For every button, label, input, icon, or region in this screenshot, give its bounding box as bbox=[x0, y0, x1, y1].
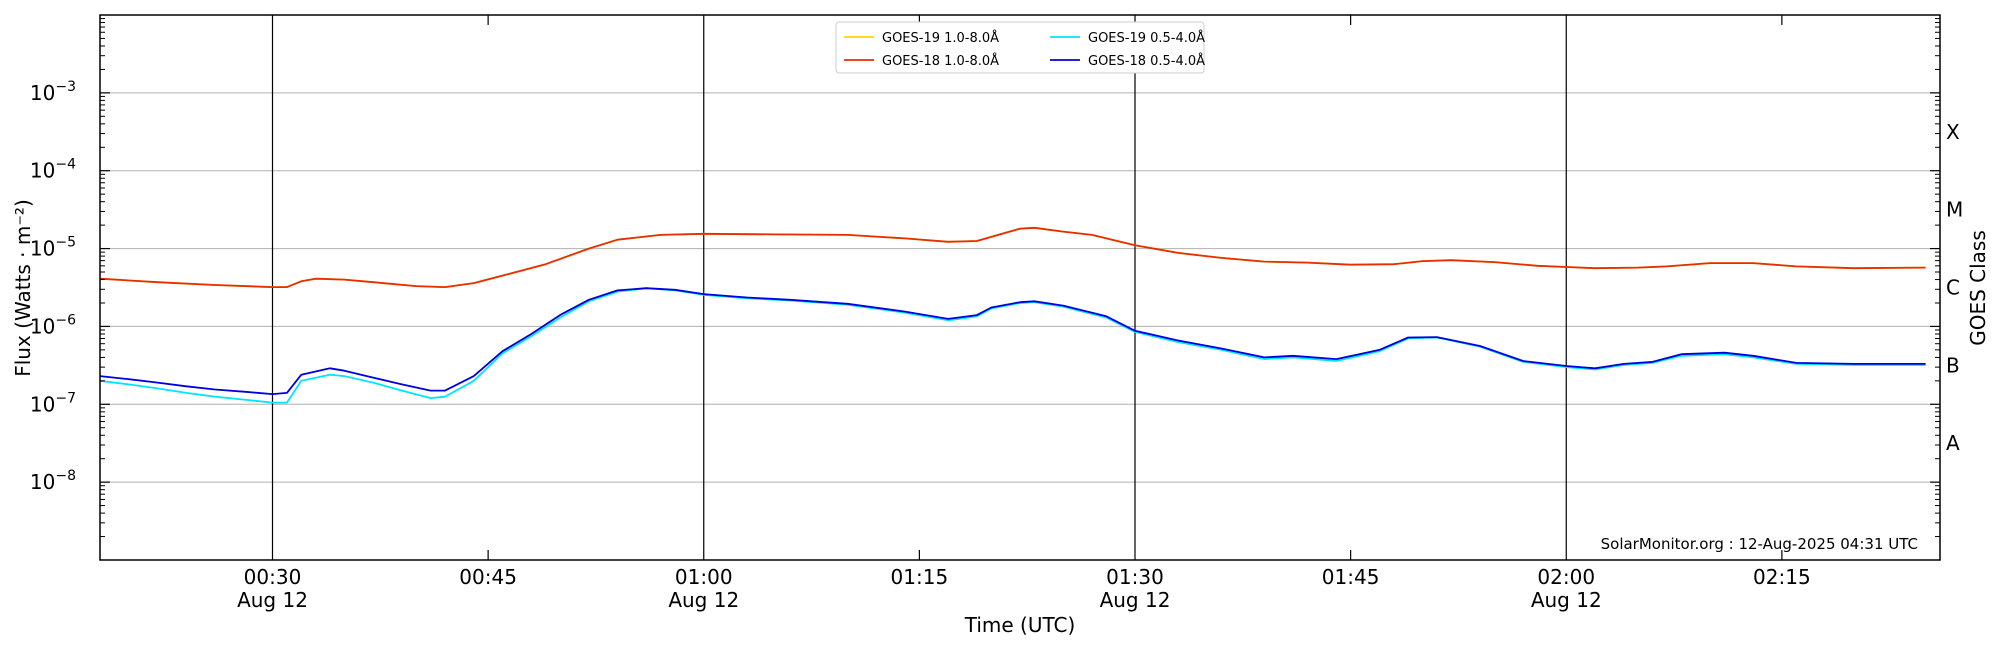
y-tick-label: 10−7 bbox=[30, 390, 76, 416]
x-tick-label: 00:45 bbox=[459, 565, 517, 589]
legend-label: GOES-19 1.0-8.0Å bbox=[882, 30, 999, 46]
y-tick-label: 10−8 bbox=[30, 468, 76, 494]
series-line bbox=[99, 287, 1926, 395]
x-tick-sublabel: Aug 12 bbox=[237, 588, 308, 612]
x-tick-label: 00:30 bbox=[244, 565, 302, 589]
goes-class-label: X bbox=[1946, 120, 1960, 144]
legend-label: GOES-18 0.5-4.0Å bbox=[1088, 53, 1205, 69]
y-axis-title: Flux (Watts · m⁻²) bbox=[11, 199, 35, 377]
goes-class-label: M bbox=[1946, 198, 1963, 222]
legend: GOES-19 1.0-8.0Å GOES-19 0.5-4.0Å GOES-18 … bbox=[835, 21, 1205, 74]
y-tick-label: 10−3 bbox=[30, 79, 76, 105]
tick-layer bbox=[100, 15, 1940, 560]
goes-class-label: B bbox=[1946, 353, 1960, 377]
legend-label: GOES-19 0.5-4.0Å bbox=[1088, 30, 1205, 46]
right-axis-title: GOES Class bbox=[1966, 230, 1990, 346]
series-layer bbox=[99, 226, 1926, 404]
series-line bbox=[99, 226, 1926, 288]
x-tick-label: 01:00 bbox=[675, 565, 733, 589]
y-tick-label: 10−5 bbox=[30, 235, 76, 261]
x-tick-label: 01:15 bbox=[891, 565, 949, 589]
x-tick-label: 02:00 bbox=[1537, 565, 1595, 589]
y-tick-label: 10−6 bbox=[30, 312, 76, 338]
goes-class-label: A bbox=[1946, 431, 1960, 455]
x-tick-sublabel: Aug 12 bbox=[1100, 588, 1171, 612]
x-tick-label: 01:30 bbox=[1106, 565, 1164, 589]
y-tick-label: 10−4 bbox=[30, 157, 76, 183]
credit-text: SolarMonitor.org : 12-Aug-2025 04:31 UTC bbox=[1601, 535, 1918, 553]
series-line bbox=[99, 287, 1926, 404]
legend-box bbox=[835, 21, 1205, 74]
x-tick-sublabel: Aug 12 bbox=[668, 588, 739, 612]
goes-class-label: C bbox=[1946, 276, 1960, 300]
x-tick-label: 02:15 bbox=[1753, 565, 1811, 589]
grid-layer bbox=[100, 15, 1940, 560]
legend-label: GOES-18 1.0-8.0Å bbox=[882, 53, 999, 69]
x-tick-label: 01:45 bbox=[1322, 565, 1380, 589]
x-axis-title: Time (UTC) bbox=[964, 613, 1076, 637]
plot-frame bbox=[99, 14, 1941, 561]
x-tick-sublabel: Aug 12 bbox=[1531, 588, 1602, 612]
